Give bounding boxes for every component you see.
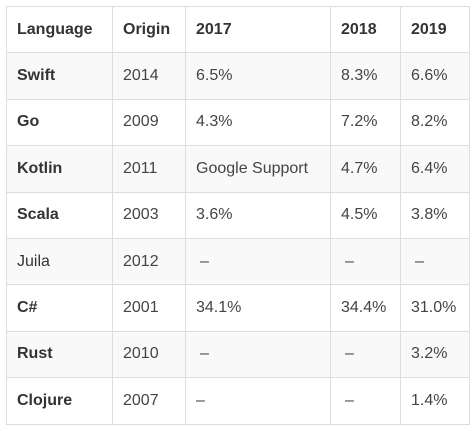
table-row: Juila 2012 – – – <box>6 237 470 286</box>
cell-2017: 34.1% <box>185 284 331 332</box>
table-row: Swift 2014 6.5% 8.3% 6.6% <box>6 52 470 100</box>
cell-2019: – <box>400 237 470 286</box>
header-language: Language <box>6 5 113 54</box>
cell-2019: 1.4% <box>400 377 470 425</box>
table-row: C# 2001 34.1% 34.4% 31.0% <box>6 284 470 332</box>
cell-2017: 3.6% <box>185 191 331 239</box>
cell-2017: 4.3% <box>185 98 331 147</box>
cell-language: Juila <box>6 237 113 286</box>
cell-origin: 2014 <box>112 52 186 100</box>
cell-2017: – <box>185 377 331 425</box>
cell-2017: – <box>185 330 331 379</box>
cell-origin: 2012 <box>112 237 186 286</box>
cell-origin: 2009 <box>112 98 186 147</box>
table-row: Rust 2010 – – 3.2% <box>6 330 470 379</box>
cell-language: Kotlin <box>6 145 113 193</box>
language-table: Language Origin 2017 2018 2019 Swift 201… <box>6 5 470 425</box>
cell-origin: 2011 <box>112 145 186 193</box>
cell-language: Clojure <box>6 377 113 425</box>
cell-2017: Google Support <box>185 145 331 193</box>
cell-2019: 31.0% <box>400 284 470 332</box>
header-2017: 2017 <box>185 5 331 54</box>
cell-2019: 8.2% <box>400 98 470 147</box>
cell-origin: 2001 <box>112 284 186 332</box>
cell-2018: 34.4% <box>330 284 401 332</box>
cell-2019: 6.6% <box>400 52 470 100</box>
cell-2019: 3.8% <box>400 191 470 239</box>
cell-2019: 6.4% <box>400 145 470 193</box>
cell-language: Swift <box>6 52 113 100</box>
table-row: Clojure 2007 – – 1.4% <box>6 377 470 425</box>
cell-2018: 8.3% <box>330 52 401 100</box>
cell-2017: – <box>185 237 331 286</box>
header-2019: 2019 <box>400 5 470 54</box>
table-row: Kotlin 2011 Google Support 4.7% 6.4% <box>6 145 470 193</box>
cell-2019: 3.2% <box>400 330 470 379</box>
cell-2018: 7.2% <box>330 98 401 147</box>
cell-origin: 2007 <box>112 377 186 425</box>
language-table-container: Language Origin 2017 2018 2019 Swift 201… <box>6 5 470 425</box>
cell-origin: 2003 <box>112 191 186 239</box>
cell-language: Scala <box>6 191 113 239</box>
cell-2018: – <box>330 377 401 425</box>
table-header-row: Language Origin 2017 2018 2019 <box>6 5 470 54</box>
cell-2018: 4.7% <box>330 145 401 193</box>
cell-2018: – <box>330 330 401 379</box>
cell-2018: 4.5% <box>330 191 401 239</box>
cell-2017: 6.5% <box>185 52 331 100</box>
cell-language: Go <box>6 98 113 147</box>
header-origin: Origin <box>112 5 186 54</box>
table-row: Go 2009 4.3% 7.2% 8.2% <box>6 98 470 147</box>
cell-2018: – <box>330 237 401 286</box>
cell-language: C# <box>6 284 113 332</box>
cell-language: Rust <box>6 330 113 379</box>
table-row: Scala 2003 3.6% 4.5% 3.8% <box>6 191 470 239</box>
header-2018: 2018 <box>330 5 401 54</box>
cell-origin: 2010 <box>112 330 186 379</box>
